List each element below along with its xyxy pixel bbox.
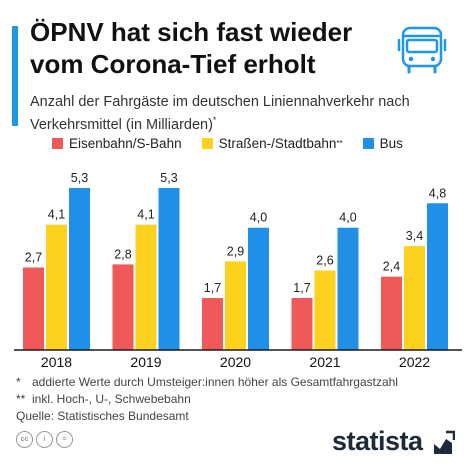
bar-rail-2018 (23, 267, 44, 350)
x-tick-label-2019: 2019 (130, 354, 161, 370)
bar-rail-2019 (112, 264, 134, 350)
bar-tram-2022 (404, 246, 425, 350)
data-label-tram-2022: 3,4 (406, 229, 423, 243)
nd-icon[interactable]: = (56, 431, 73, 448)
footnote-2: ** inkl. Hoch-, U-, Schwebebahn (16, 391, 398, 408)
cc-icon[interactable]: cc (16, 431, 33, 448)
subtitle-text: Anzahl der Fahrgäste im deutschen Linien… (30, 94, 410, 133)
bar-bus-2021 (337, 227, 359, 350)
footnote-2-text: inkl. Hoch-, U-, Schwebebahn (32, 392, 191, 406)
license-icons[interactable]: cc i = (16, 431, 76, 448)
subtitle-footnote-mark: * (212, 115, 217, 125)
statista-logo-mark (434, 430, 455, 454)
bar-bus-2020 (248, 227, 269, 350)
legend-swatch-rail (52, 138, 63, 149)
data-label-bus-2019: 5,3 (160, 171, 177, 185)
source-note: Quelle: Statistisches Bundesamt (16, 409, 189, 423)
footnote-1-text: addierte Werte durch Umsteiger:innen höh… (32, 375, 398, 389)
x-tick-label-2018: 2018 (41, 354, 72, 370)
footnotes: * addierte Werte durch Umsteiger:innen hö… (16, 374, 398, 425)
data-label-bus-2018: 5,3 (71, 171, 88, 185)
data-label-rail-2018: 2,7 (25, 250, 42, 264)
footnote-1: * addierte Werte durch Umsteiger:innen hö… (16, 374, 398, 391)
x-tick-label-2021: 2021 (309, 354, 340, 370)
bar-bus-2018 (69, 188, 90, 350)
data-label-rail-2020: 1,7 (204, 281, 221, 295)
data-label-rail-2022: 2,4 (383, 260, 400, 274)
data-label-tram-2021: 2,6 (316, 254, 333, 268)
legend-item-tram: Straßen-/Stadtbahn ** (201, 136, 343, 151)
footnote-1-symbol: * (16, 375, 21, 389)
statista-logo[interactable]: statista (332, 426, 423, 456)
legend-swatch-tram (201, 138, 213, 149)
legend-footnote-mark: ** (336, 139, 343, 148)
bar-bus-2019 (158, 188, 180, 350)
chart-subtitle: Anzahl der Fahrgäste im deutschen Linien… (30, 93, 430, 134)
legend-item-bus: Bus (362, 136, 403, 151)
legend-swatch-bus (362, 138, 374, 149)
x-tick-label-2020: 2020 (220, 354, 251, 370)
data-label-rail-2021: 1,7 (293, 281, 310, 295)
by-icon[interactable]: i (36, 431, 53, 448)
data-label-bus-2021: 4,0 (339, 211, 356, 225)
bar-rail-2020 (202, 298, 223, 350)
x-tick-label-2022: 2022 (399, 354, 430, 370)
data-label-rail-2019: 2,8 (114, 247, 131, 261)
accent-bar (12, 26, 18, 126)
footnote-2-symbol: ** (16, 392, 26, 406)
chart-legend: Eisenbahn/S-Bahn Straßen-/Stadtbahn ** Bu… (52, 136, 403, 151)
legend-label-tram: Straßen-/Stadtbahn (218, 136, 337, 151)
legend-item-rail: Eisenbahn/S-Bahn (52, 136, 182, 151)
bus-icon (397, 26, 447, 74)
bar-tram-2018 (46, 224, 67, 350)
data-label-bus-2020: 4,0 (250, 211, 267, 225)
bar-tram-2020 (225, 261, 246, 350)
chart-title: ÖPNV hat sich fast wieder vom Corona-Tie… (30, 17, 353, 79)
legend-label-rail: Eisenbahn/S-Bahn (69, 136, 182, 151)
data-label-tram-2018: 4,1 (48, 208, 65, 222)
legend-label-bus: Bus (379, 136, 403, 151)
data-label-tram-2019: 4,1 (137, 208, 154, 222)
data-label-tram-2020: 2,9 (227, 244, 244, 258)
bar-tram-2019 (135, 224, 157, 350)
bar-tram-2021 (314, 270, 336, 350)
bar-rail-2022 (381, 276, 402, 350)
bar-rail-2021 (291, 298, 313, 350)
data-label-bus-2022: 4,8 (429, 186, 446, 200)
bar-bus-2022 (427, 203, 448, 350)
